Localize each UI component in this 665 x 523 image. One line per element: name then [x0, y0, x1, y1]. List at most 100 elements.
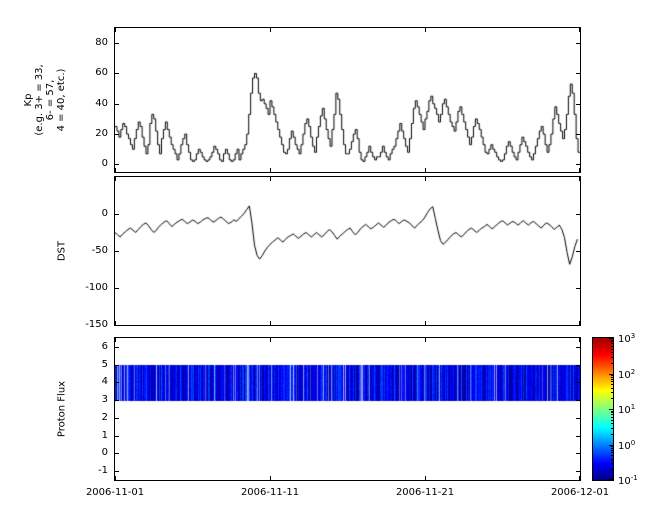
x-tick-mark: [579, 321, 580, 325]
colorbar-minor-tick-mark: [611, 341, 613, 342]
colorbar-minor-tick-mark: [611, 379, 613, 380]
y-tick-mark: [115, 347, 119, 348]
colorbar-minor-tick-mark: [611, 420, 613, 421]
y-tick-mark: [576, 400, 580, 401]
proton-y-tick-label: 1: [101, 430, 108, 441]
x-tick-mark: [115, 168, 116, 172]
proton-y-tick-label: 5: [101, 359, 108, 370]
y-tick-mark: [115, 134, 119, 135]
proton-flux-spectrogram-canvas: [115, 338, 580, 480]
colorbar-minor-tick-mark: [611, 375, 613, 376]
colorbar-tick-label: 102: [618, 367, 636, 381]
y-tick-mark: [576, 73, 580, 74]
y-tick-mark: [576, 288, 580, 289]
x-tick-mark: [425, 168, 426, 172]
colorbar-tick-mark: [609, 479, 613, 480]
colorbar-minor-tick-mark: [611, 392, 613, 393]
colorbar-tick-mark: [609, 445, 613, 446]
colorbar-tick-mark: [609, 409, 613, 410]
proton-y-tick-label: 2: [101, 412, 108, 423]
x-tick-mark: [115, 321, 116, 325]
x-tick-label: 2006-11-21: [395, 487, 455, 498]
proton-y-tick-label: 6: [101, 341, 108, 352]
x-tick-mark: [425, 338, 426, 342]
y-tick-mark: [576, 214, 580, 215]
x-tick-mark: [270, 321, 271, 325]
y-tick-mark: [115, 365, 119, 366]
y-tick-mark: [576, 436, 580, 437]
colorbar-minor-tick-mark: [611, 398, 613, 399]
proton-flux-panel: [114, 337, 581, 481]
proton-y-tick-label: -1: [98, 465, 108, 476]
colorbar-minor-tick-mark: [611, 411, 613, 412]
y-tick-mark: [115, 382, 119, 383]
x-tick-mark: [425, 476, 426, 480]
y-tick-mark: [115, 418, 119, 419]
x-tick-mark: [270, 177, 271, 181]
x-tick-label: 2006-11-11: [240, 487, 300, 498]
proton-y-tick-label: 0: [101, 447, 108, 458]
x-tick-mark: [115, 338, 116, 342]
x-tick-mark: [579, 168, 580, 172]
colorbar-tick-label: 10-1: [618, 473, 638, 488]
colorbar-minor-tick-mark: [611, 357, 613, 358]
colorbar-minor-tick-mark: [611, 388, 613, 389]
colorbar-minor-tick-mark: [611, 463, 613, 464]
y-tick-mark: [576, 382, 580, 383]
colorbar: [592, 337, 614, 481]
x-tick-mark: [425, 177, 426, 181]
kp-y-tick-label: 40: [95, 98, 108, 109]
kp-y-tick-label: 20: [95, 128, 108, 139]
kp-y-tick-label: 0: [101, 158, 108, 169]
kp-plot-canvas: [115, 28, 580, 172]
colorbar-minor-tick-mark: [611, 469, 613, 470]
y-tick-mark: [576, 325, 580, 326]
colorbar-minor-tick-mark: [611, 446, 613, 447]
colorbar-minor-tick-mark: [611, 459, 613, 460]
kp-y-tick-label: 80: [95, 37, 108, 48]
y-tick-mark: [115, 73, 119, 74]
y-tick-mark: [576, 134, 580, 135]
dst-y-tick-label: -50: [91, 245, 108, 256]
dst-y-tick-label: -100: [85, 282, 108, 293]
x-tick-mark: [425, 321, 426, 325]
y-tick-mark: [115, 453, 119, 454]
colorbar-minor-tick-mark: [611, 414, 613, 415]
x-tick-label: 2006-11-01: [85, 487, 145, 498]
x-tick-label: 2006-12-01: [550, 487, 610, 498]
x-tick-mark: [270, 28, 271, 32]
colorbar-minor-tick-mark: [611, 428, 613, 429]
y-tick-mark: [576, 164, 580, 165]
x-tick-mark: [270, 168, 271, 172]
y-tick-mark: [115, 251, 119, 252]
y-tick-mark: [576, 365, 580, 366]
x-tick-mark: [115, 177, 116, 181]
colorbar-tick-label: 101: [618, 402, 636, 417]
y-tick-mark: [115, 214, 119, 215]
colorbar-minor-tick-mark: [611, 384, 613, 385]
x-tick-mark: [115, 28, 116, 32]
y-tick-mark: [115, 436, 119, 437]
x-tick-mark: [425, 28, 426, 32]
colorbar-minor-tick-mark: [611, 434, 613, 435]
colorbar-minor-tick-mark: [611, 381, 613, 382]
dst-panel: [114, 176, 581, 326]
y-tick-mark: [576, 453, 580, 454]
colorbar-minor-tick-mark: [611, 352, 613, 353]
colorbar-minor-tick-mark: [611, 417, 613, 418]
y-tick-mark: [115, 400, 119, 401]
y-tick-mark: [115, 471, 119, 472]
colorbar-minor-tick-mark: [611, 377, 613, 378]
proton-y-tick-label: 4: [101, 376, 108, 387]
colorbar-minor-tick-mark: [611, 363, 613, 364]
y-tick-mark: [576, 347, 580, 348]
colorbar-minor-tick-mark: [611, 340, 613, 341]
x-tick-mark: [579, 338, 580, 342]
y-tick-mark: [576, 471, 580, 472]
colorbar-tick-label: 100: [618, 438, 636, 452]
colorbar-minor-tick-mark: [611, 455, 613, 456]
colorbar-minor-tick-mark: [611, 448, 613, 449]
colorbar-minor-tick-mark: [611, 450, 613, 451]
colorbar-minor-tick-mark: [611, 423, 613, 424]
